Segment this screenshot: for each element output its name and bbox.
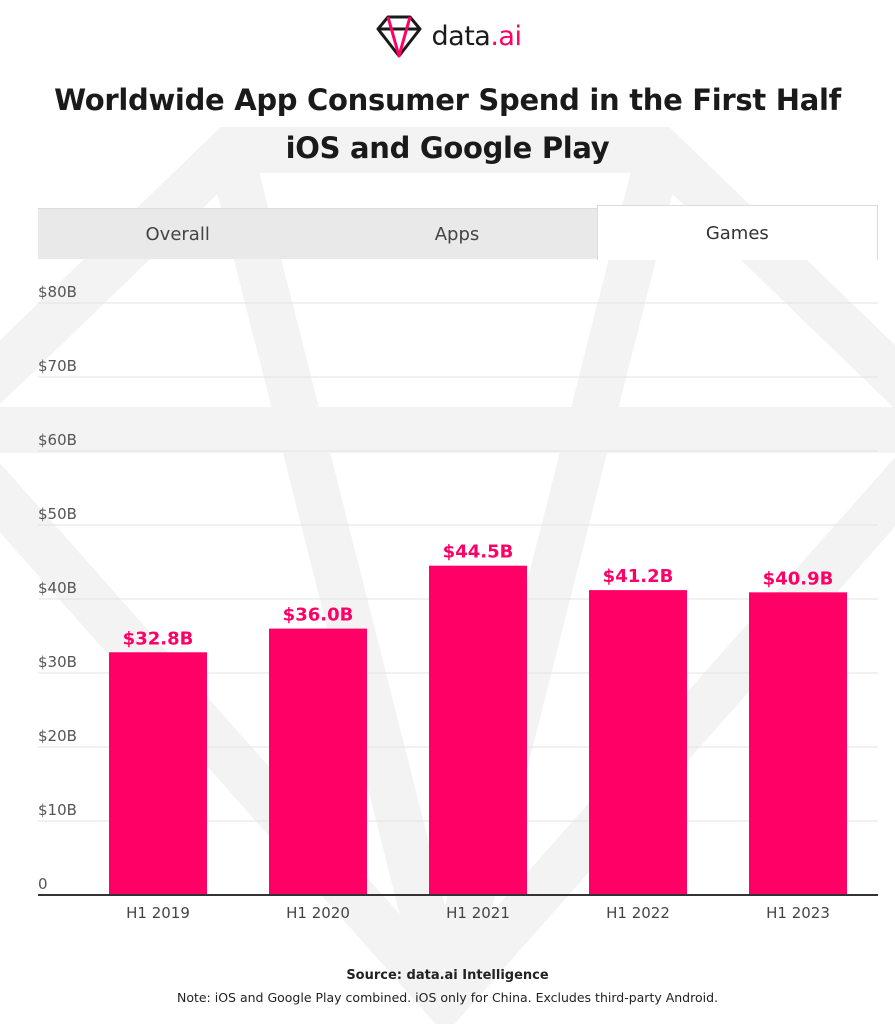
y-tick-label: $40B xyxy=(38,579,77,597)
bar xyxy=(749,592,847,895)
y-tick-label: $80B xyxy=(38,283,77,301)
y-tick-label: 0 xyxy=(38,875,48,893)
logo-text-main: data xyxy=(431,20,491,52)
tab-games[interactable]: Games xyxy=(596,205,878,260)
data-label: $44.5B xyxy=(443,542,514,563)
y-tick-label: $70B xyxy=(38,357,77,375)
tab-bar: Overall Apps Games xyxy=(38,205,878,260)
data-label: $40.9B xyxy=(763,568,834,589)
data-label: $36.0B xyxy=(283,605,354,626)
y-tick-label: $20B xyxy=(38,727,77,745)
data-label: $32.8B xyxy=(123,628,194,649)
data-label: $41.2B xyxy=(603,566,674,587)
tab-apps[interactable]: Apps xyxy=(434,223,480,245)
x-tick-label: H1 2022 xyxy=(606,904,670,922)
chart-title: Worldwide App Consumer Spend in the Firs… xyxy=(0,76,895,172)
logo-wordmark: data.ai xyxy=(432,21,522,52)
y-tick-label: $30B xyxy=(38,653,77,671)
brand-logo: data.ai xyxy=(0,12,895,60)
title-line-2: iOS and Google Play xyxy=(285,131,610,165)
tab-overall[interactable]: Overall xyxy=(145,223,210,245)
bar xyxy=(589,590,687,895)
source-text: Source: data.ai Intelligence xyxy=(346,968,549,983)
bar xyxy=(429,565,527,895)
bar xyxy=(269,628,367,895)
y-tick-label: $60B xyxy=(38,431,77,449)
x-tick-label: H1 2020 xyxy=(286,904,350,922)
x-tick-label: H1 2023 xyxy=(766,904,830,922)
x-tick-label: H1 2019 xyxy=(126,904,190,922)
bar xyxy=(109,652,207,895)
x-tick-label: H1 2021 xyxy=(446,904,510,922)
logo-text-accent: .ai xyxy=(490,20,522,52)
diamond-logo-icon xyxy=(376,15,422,58)
title-line-1: Worldwide App Consumer Spend in the Firs… xyxy=(54,83,841,117)
y-tick-label: $10B xyxy=(38,801,77,819)
y-tick-label: $50B xyxy=(38,505,77,523)
note-text: Note: iOS and Google Play combined. iOS … xyxy=(176,990,719,1005)
